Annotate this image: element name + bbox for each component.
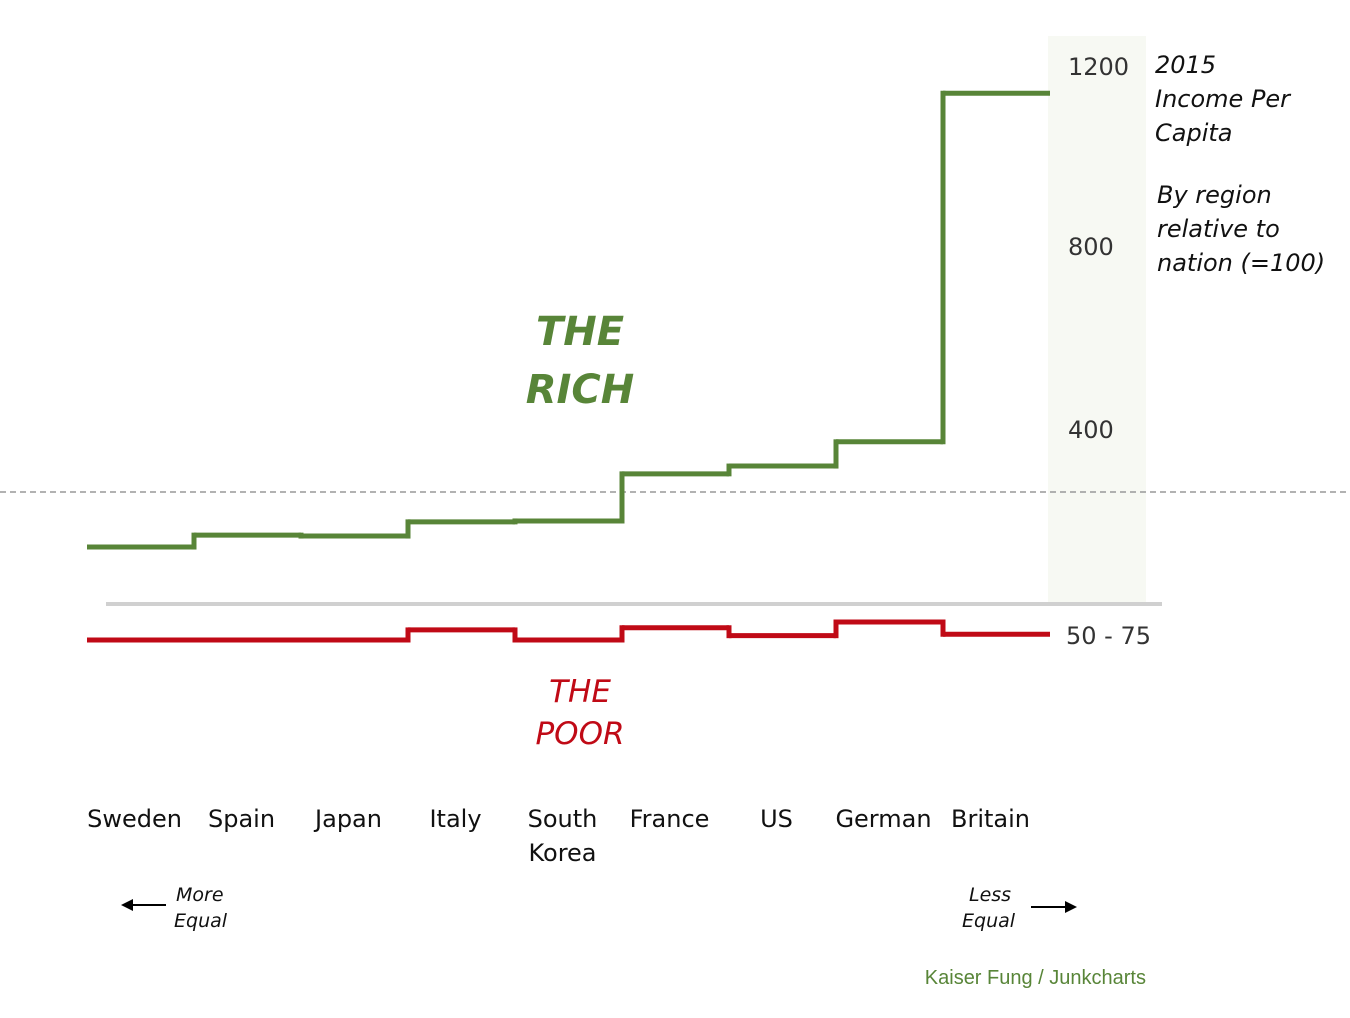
x-category-label: Spain [208, 805, 275, 833]
poor-range-label: 50 - 75 [1066, 622, 1151, 650]
title-line: 2015 [1155, 51, 1216, 79]
x-category-label: France [630, 805, 710, 833]
subtitle-line: nation (=100) [1157, 249, 1325, 277]
less-equal-label: Less [969, 884, 1011, 906]
credit: Kaiser Fung / Junkcharts [925, 967, 1146, 989]
title-line: Capita [1155, 119, 1232, 147]
y-tick-800: 800 [1068, 233, 1114, 261]
x-category-label: US [760, 805, 793, 833]
left-arrow-head [121, 899, 133, 911]
less-equal-label: Equal [962, 910, 1016, 932]
more-equal-label: More [176, 884, 224, 906]
x-category-label: Sweden [87, 805, 182, 833]
x-category-label: Korea [528, 839, 596, 867]
title-line: Income Per [1155, 85, 1292, 113]
x-category-label: South [528, 805, 598, 833]
x-category-label: Italy [429, 805, 481, 833]
rich-label: RICH [526, 367, 635, 413]
y-tick-1200: 1200 [1068, 53, 1129, 81]
subtitle-line: By region [1157, 181, 1272, 209]
poor-label: THE [549, 674, 611, 710]
subtitle-line: relative to [1157, 215, 1280, 243]
x-category-label: Britain [951, 805, 1030, 833]
more-equal-label: Equal [174, 910, 228, 932]
x-category-label: Japan [313, 805, 382, 833]
axis-band [1048, 36, 1146, 606]
x-category-label: German [835, 805, 931, 833]
poor-label: POOR [535, 716, 624, 752]
right-arrow-head [1065, 901, 1077, 913]
rich-label: THE [536, 309, 624, 355]
y-tick-400: 400 [1068, 416, 1114, 444]
